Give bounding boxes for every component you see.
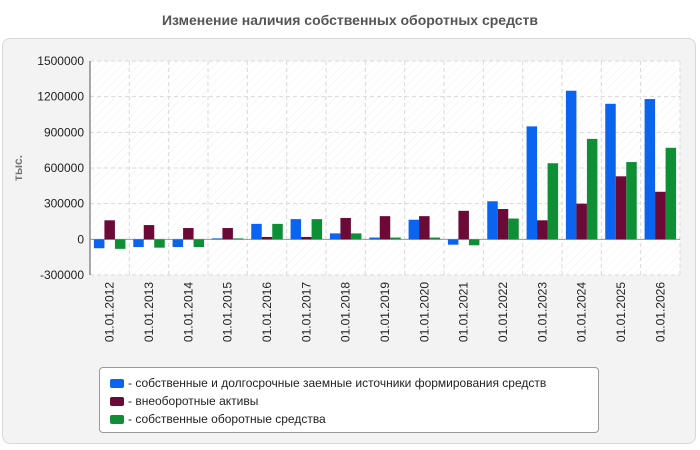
bar-series2 [537, 220, 548, 240]
bar-series1 [172, 239, 184, 248]
bar-series3 [665, 147, 677, 240]
x-tick-label: 01.01.2021 [457, 282, 471, 342]
y-tick-label: 1500000 [37, 54, 84, 68]
y-tick-label: 0 [77, 232, 84, 246]
bar-series1 [487, 201, 498, 240]
bar-series2 [497, 209, 509, 240]
bar-series1 [605, 103, 616, 240]
x-tick-label: 01.01.2015 [221, 282, 235, 342]
bar-series2 [655, 191, 666, 240]
bar-series3 [193, 239, 205, 248]
bar-series1 [526, 126, 538, 240]
bar-series1 [565, 90, 577, 240]
bar-series2 [301, 236, 312, 240]
bar-series2 [419, 216, 430, 240]
bar-series1 [251, 223, 262, 240]
bar-series2 [340, 217, 351, 240]
legend-item-working-capital: - собственные оборотные средства [110, 410, 588, 428]
legend-label-sources: - собственные и долгосрочные заемные ист… [128, 376, 547, 390]
legend-label-working-capital: - собственные оборотные средства [128, 412, 326, 426]
bar-series1 [644, 99, 656, 240]
legend-item-sources: - собственные и долгосрочные заемные ист… [110, 374, 588, 392]
bar-series3 [390, 237, 401, 240]
x-tick-label: 01.01.2025 [614, 282, 628, 342]
legend-swatch-noncurrent-assets [110, 396, 124, 406]
legend-label-noncurrent-assets: - внеоборотные активы [128, 394, 259, 408]
bar-series3 [154, 239, 165, 248]
legend-item-noncurrent-assets: - внеоборотные активы [110, 392, 588, 410]
bar-series1 [329, 233, 341, 240]
bar-series2 [183, 228, 194, 240]
bar-series3 [508, 218, 519, 240]
x-tick-label: 01.01.2012 [103, 282, 117, 342]
x-tick-label: 01.01.2013 [142, 282, 156, 342]
bar-series3 [547, 163, 559, 240]
bar-series1 [93, 239, 105, 249]
y-tick-label: 1200000 [37, 90, 84, 104]
bar-series3 [232, 238, 244, 240]
bar-series1 [211, 238, 223, 240]
x-tick-label: 01.01.2026 [653, 282, 667, 342]
bar-series2 [104, 220, 115, 240]
y-tick-label: 300000 [44, 197, 84, 211]
x-tick-label: 01.01.2020 [417, 282, 431, 342]
bar-series1 [133, 239, 144, 248]
bar-series3 [350, 233, 362, 240]
bar-series1 [290, 219, 302, 240]
chart-legend: - собственные и долгосрочные заемные ист… [99, 367, 599, 433]
y-tick-label: 600000 [44, 161, 84, 175]
bar-series2 [261, 236, 273, 240]
chart-title: Изменение наличия собственных оборотных … [161, 12, 539, 28]
bar-series3 [429, 237, 441, 240]
bar-series2 [222, 228, 233, 240]
y-axis-label: тыс. [11, 155, 25, 181]
bar-series3 [468, 239, 480, 246]
bar-series3 [626, 162, 637, 240]
bar-series2 [576, 203, 587, 240]
bar-series3 [114, 239, 126, 249]
bar-series3 [272, 223, 283, 240]
bar-series3 [311, 219, 323, 240]
x-tick-label: 01.01.2017 [299, 282, 313, 342]
x-tick-label: 01.01.2024 [575, 282, 589, 342]
bar-series1 [408, 219, 420, 240]
bar-series2 [379, 216, 391, 240]
bar-series2 [615, 176, 627, 240]
x-tick-label: 01.01.2014 [181, 282, 195, 342]
x-tick-label: 01.01.2022 [496, 282, 510, 342]
y-tick-label: 900000 [44, 125, 84, 139]
bar-series3 [586, 138, 598, 240]
x-tick-label: 01.01.2018 [339, 282, 353, 342]
legend-swatch-working-capital [110, 414, 124, 424]
x-tick-label: 01.01.2016 [260, 282, 274, 342]
y-tick-label: -300000 [40, 268, 84, 282]
bar-series1 [447, 239, 459, 245]
legend-swatch-sources [110, 378, 124, 388]
x-tick-label: 01.01.2019 [378, 282, 392, 342]
bar-series2 [458, 210, 469, 240]
bar-series2 [143, 225, 155, 240]
x-tick-label: 01.01.2023 [535, 282, 549, 342]
bar-series1 [369, 237, 380, 240]
